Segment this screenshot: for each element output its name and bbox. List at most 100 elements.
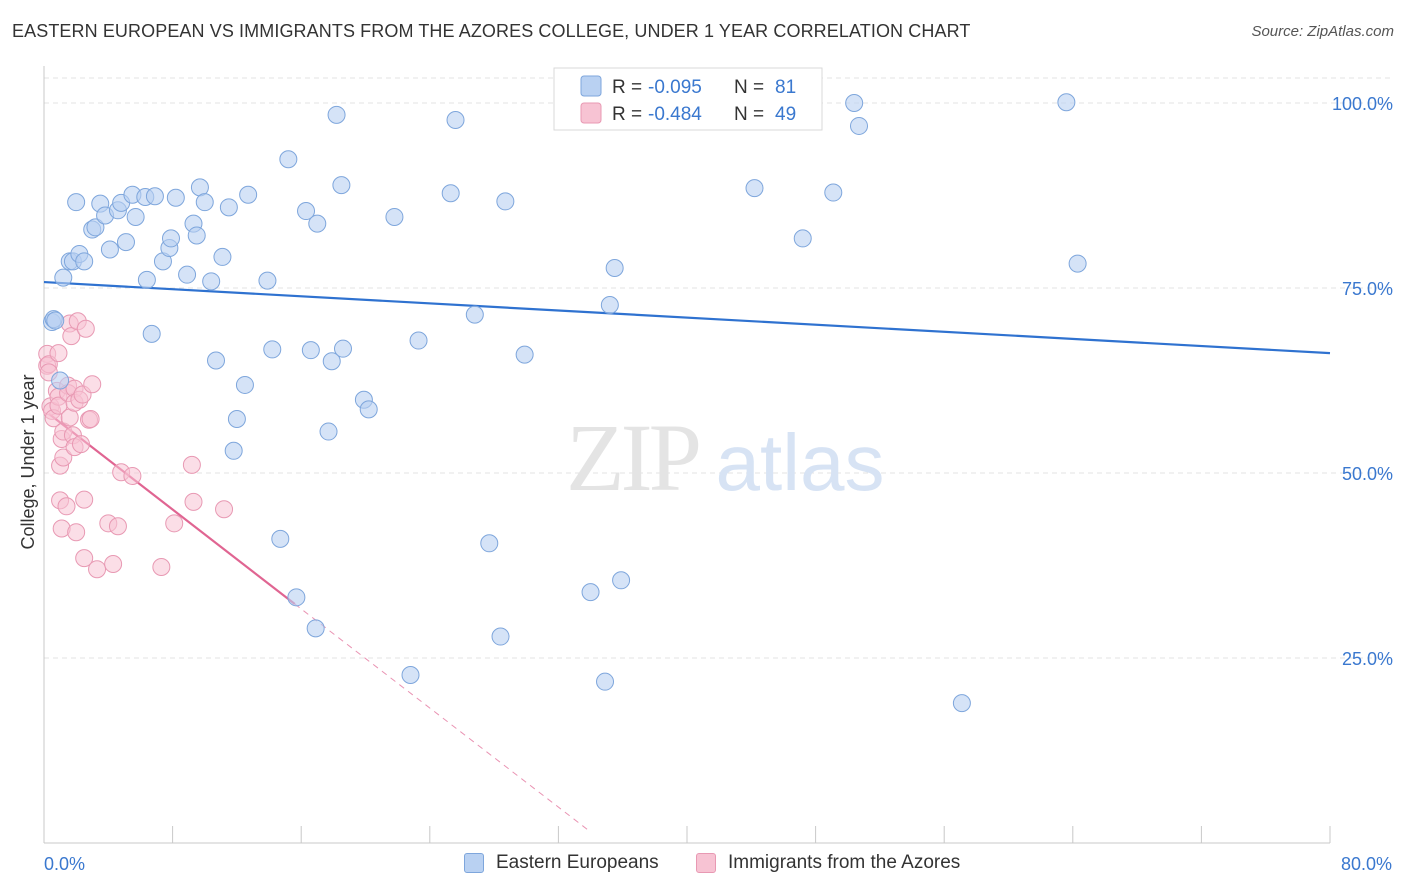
legend-r-label-1: R = <box>612 77 642 98</box>
point-eastern-europeans <box>51 371 70 390</box>
legend-label-eastern-europeans: Eastern Europeans <box>496 852 659 873</box>
point-eastern-europeans <box>327 105 346 124</box>
point-azores <box>83 375 102 394</box>
point-eastern-europeans <box>145 187 164 206</box>
point-eastern-europeans <box>306 619 325 638</box>
point-azores <box>57 497 76 516</box>
point-eastern-europeans <box>333 339 352 358</box>
trend-line-azores-extension <box>294 603 591 833</box>
point-eastern-europeans <box>496 192 515 211</box>
legend-n-value-1: 81 <box>775 77 796 98</box>
point-eastern-europeans <box>297 202 316 221</box>
point-eastern-europeans <box>137 270 156 289</box>
point-eastern-europeans <box>86 218 105 237</box>
point-eastern-europeans <box>1057 93 1076 112</box>
y-tick-label: 25.0% <box>1342 649 1393 669</box>
point-eastern-europeans <box>952 694 971 713</box>
point-eastern-europeans <box>319 422 338 441</box>
point-azores <box>165 514 184 533</box>
point-eastern-europeans <box>178 265 197 284</box>
point-eastern-europeans <box>54 268 73 287</box>
point-eastern-europeans <box>612 571 631 590</box>
point-eastern-europeans <box>202 272 221 291</box>
point-eastern-europeans <box>480 534 499 553</box>
point-eastern-europeans <box>409 331 428 350</box>
point-eastern-europeans <box>235 375 254 394</box>
point-azores <box>215 500 234 519</box>
point-eastern-europeans <box>227 409 246 428</box>
legend-n-label-1: N = <box>734 77 764 98</box>
point-azores <box>71 435 90 454</box>
point-eastern-europeans <box>441 184 460 203</box>
legend-swatch-eastern-europeans <box>464 853 484 873</box>
point-azores <box>152 557 171 576</box>
point-eastern-europeans <box>491 627 510 646</box>
point-eastern-europeans <box>845 94 864 112</box>
point-eastern-europeans <box>46 311 65 330</box>
point-azores <box>67 523 86 542</box>
point-eastern-europeans <box>581 583 600 602</box>
point-azores <box>108 517 127 536</box>
point-azores <box>182 455 201 474</box>
point-eastern-europeans <box>224 441 243 460</box>
point-azores <box>75 490 94 509</box>
data-points <box>38 93 1087 713</box>
point-eastern-europeans <box>263 340 282 359</box>
point-eastern-europeans <box>385 207 404 226</box>
point-eastern-europeans <box>126 207 145 226</box>
point-eastern-europeans <box>465 305 484 324</box>
point-eastern-europeans <box>850 116 869 135</box>
chart-title: EASTERN EUROPEAN VS IMMIGRANTS FROM THE … <box>12 21 971 41</box>
point-eastern-europeans <box>213 247 232 266</box>
point-eastern-europeans <box>745 179 764 198</box>
legend-r-value-2: -0.484 <box>648 104 702 125</box>
point-eastern-europeans <box>287 588 306 607</box>
point-eastern-europeans <box>332 176 351 195</box>
watermark-zip: ZIP <box>566 404 699 511</box>
watermark-atlas: atlas <box>716 418 885 507</box>
point-eastern-europeans <box>446 111 465 130</box>
point-eastern-europeans <box>596 672 615 691</box>
point-eastern-europeans <box>301 341 320 360</box>
point-azores <box>104 555 123 574</box>
legend-swatch-azores <box>696 853 716 873</box>
point-azores <box>184 492 203 511</box>
point-eastern-europeans <box>322 352 341 371</box>
legend-swatch-pink <box>580 102 602 124</box>
point-eastern-europeans <box>219 198 238 217</box>
point-azores <box>123 466 142 485</box>
trend-lines <box>43 280 1331 833</box>
point-eastern-europeans <box>75 252 94 271</box>
point-eastern-europeans <box>308 214 327 233</box>
point-eastern-europeans <box>166 188 185 207</box>
correlation-legend: R = -0.095 N = 81 R = -0.484 N = 49 <box>553 67 823 131</box>
y-tick-label: 50.0% <box>1342 464 1393 484</box>
point-azores <box>75 549 94 568</box>
point-eastern-europeans <box>239 185 258 204</box>
watermark: ZIP atlas <box>566 404 884 511</box>
point-eastern-europeans <box>401 666 420 685</box>
legend-swatch-blue <box>580 75 602 97</box>
x-tick-label-min: 0.0% <box>44 854 85 874</box>
legend-r-label-2: R = <box>612 104 642 125</box>
point-azores <box>81 409 100 428</box>
point-eastern-europeans <box>67 193 86 212</box>
y-axis-label: College, Under 1 year <box>18 374 38 549</box>
axes <box>43 66 1331 844</box>
y-tick-label: 100.0% <box>1332 94 1393 114</box>
point-eastern-europeans <box>195 193 214 212</box>
legend-label-azores: Immigrants from the Azores <box>728 852 961 873</box>
tick-labels: 25.0% 50.0% 75.0% 100.0% 0.0% 80.0% <box>44 94 1393 874</box>
x-tick-label-max: 80.0% <box>1341 854 1392 874</box>
point-eastern-europeans <box>271 529 290 548</box>
legend-r-value-1: -0.095 <box>648 77 702 98</box>
point-azores <box>88 560 107 579</box>
point-azores <box>49 344 68 363</box>
legend-item-azores: Immigrants from the Azores <box>696 852 960 874</box>
point-azores <box>54 448 73 467</box>
legend-item-eastern-europeans: Eastern Europeans <box>464 852 659 874</box>
y-tick-label: 75.0% <box>1342 279 1393 299</box>
point-azores <box>76 319 95 338</box>
point-eastern-europeans <box>793 229 812 248</box>
